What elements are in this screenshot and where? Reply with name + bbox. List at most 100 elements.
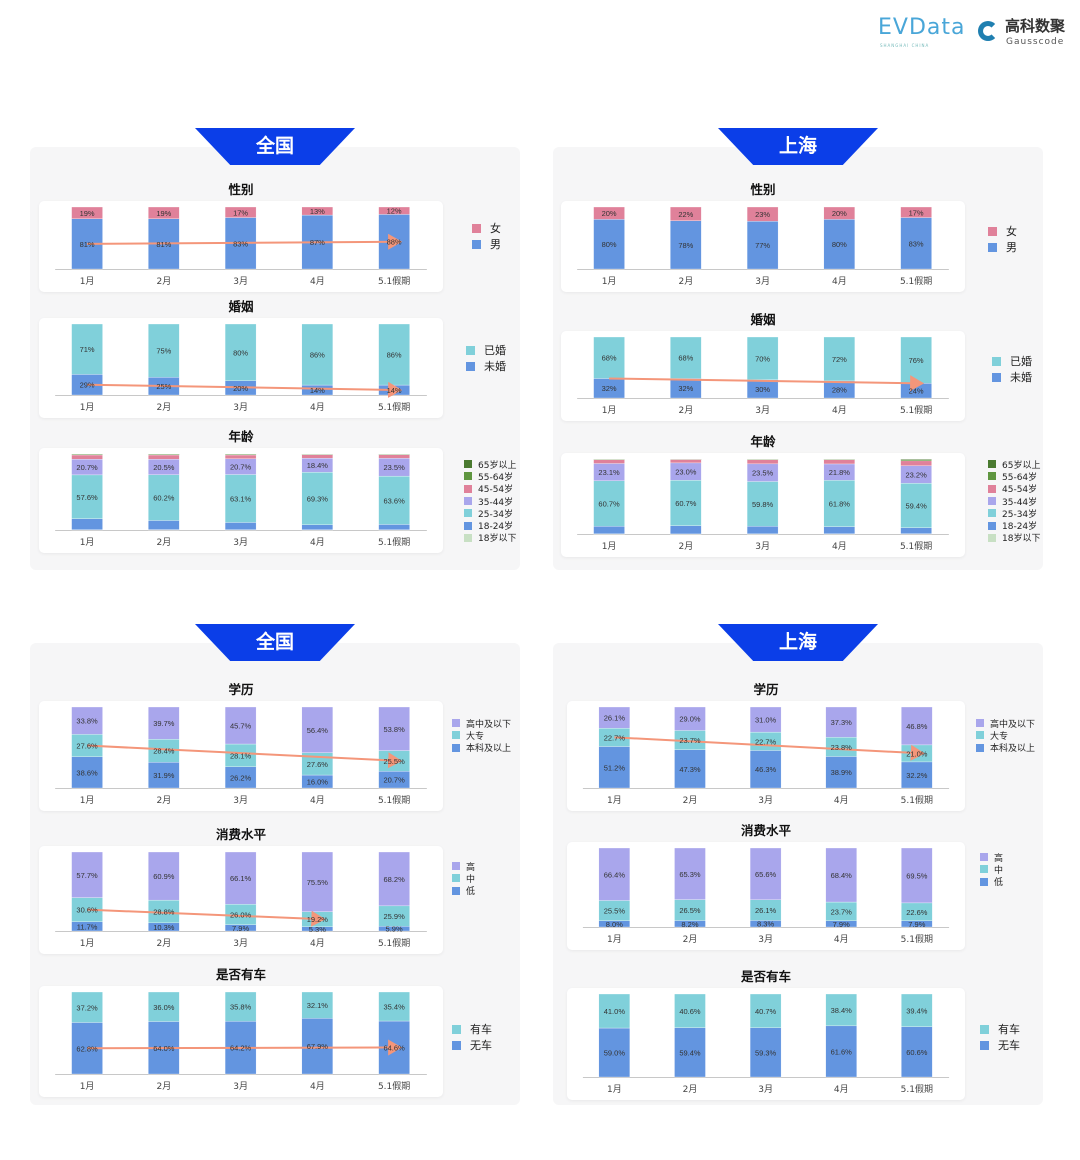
data-label: 68% <box>678 354 693 363</box>
chart-card-gender: 1月 2月 3月 4月 5.1假期 80% 20% 78% 22% 77% 23% 80% 20% 83%… <box>561 182 965 292</box>
x-tick-label: 2月 <box>683 1084 698 1095</box>
data-label: 60.7% <box>598 500 620 509</box>
x-tick-label: 1月 <box>80 537 95 548</box>
data-label: 60.2% <box>153 494 175 503</box>
x-tick-label: 3月 <box>233 537 248 548</box>
data-label: 38.6% <box>76 768 98 777</box>
data-label: 80% <box>602 240 617 249</box>
bar-segment <box>746 206 779 222</box>
x-tick-label: 1月 <box>607 1084 622 1095</box>
x-tick-label: 3月 <box>233 795 248 806</box>
data-label: 64.2% <box>230 1044 252 1053</box>
data-label: 21.8% <box>829 468 851 477</box>
bar-segment <box>224 991 257 1022</box>
legend-label: 未婚 <box>1010 371 1032 384</box>
bar-segment <box>378 706 410 751</box>
legend-label: 高中及以下 <box>466 719 512 730</box>
data-label: 30.6% <box>76 906 98 915</box>
x-tick-label: 3月 <box>755 541 770 552</box>
legend-label: 女 <box>490 222 501 235</box>
legend-label: 中 <box>466 874 476 885</box>
legend-item: 有车 <box>980 1021 1020 1037</box>
legend-swatch <box>464 533 472 542</box>
legend-swatch <box>988 509 996 518</box>
bar-segment <box>148 206 180 219</box>
data-label: 61.6% <box>831 1047 853 1056</box>
data-label: 53.8% <box>383 725 405 734</box>
x-tick-label: 4月 <box>832 541 847 552</box>
x-tick-label: 2月 <box>156 795 171 806</box>
data-label: 64.0% <box>153 1044 175 1053</box>
x-tick-label: 4月 <box>834 1084 849 1095</box>
bar-segment <box>900 459 932 462</box>
legend-item: 35-44岁 <box>464 495 516 508</box>
legend-swatch <box>988 472 996 481</box>
chart-svg: 1月 2月 3月 4月 5.1假期 8.0% 25.5% 66.4% 8.2% 26.5% 65.3… <box>582 847 950 945</box>
x-tick-label: 1月 <box>602 405 617 416</box>
data-label: 87% <box>310 238 325 247</box>
chart-legend: 有车 无车 <box>980 1021 1020 1053</box>
chart-title: 年龄 <box>750 434 776 449</box>
x-tick-label: 4月 <box>310 795 325 806</box>
chart-title: 年龄 <box>228 429 254 444</box>
data-label: 20% <box>602 209 617 218</box>
legend-label: 18岁以下 <box>1002 534 1041 545</box>
bar-segment <box>900 217 932 270</box>
legend-swatch <box>472 239 481 249</box>
legend-label: 大专 <box>990 731 1009 742</box>
bar-segment <box>674 706 706 731</box>
bar-segment <box>598 746 631 789</box>
data-label: 27.6% <box>76 742 98 751</box>
data-label: 78% <box>678 241 693 250</box>
x-tick-label: 3月 <box>233 938 248 949</box>
legend-item: 男 <box>472 236 501 252</box>
bar-segment <box>825 993 857 1027</box>
data-label: 23.8% <box>831 743 853 752</box>
bar-segment <box>593 459 625 464</box>
bar-segment <box>378 454 410 459</box>
bar-segment <box>823 219 856 270</box>
bar-segment <box>598 847 631 901</box>
data-label: 17% <box>233 208 248 217</box>
gausscode-logo-cn: 高科数聚 <box>1005 17 1066 35</box>
bar-segment <box>71 474 103 519</box>
legend-label: 55-64岁 <box>1002 472 1038 483</box>
x-tick-label: 3月 <box>758 795 773 806</box>
legend-swatch <box>976 731 984 740</box>
chart-card-gender: 1月 2月 3月 4月 5.1假期 81% 19% 81% 19% 83% 17% 87% 13% 88%… <box>39 182 443 292</box>
x-tick-label: 5.1假期 <box>900 276 932 287</box>
bar-segment <box>378 323 410 386</box>
legend-label: 25-34岁 <box>1002 509 1038 520</box>
chart-legend: 有车 无车 <box>452 1021 492 1053</box>
data-label: 8.2% <box>681 920 698 929</box>
chart-title: 消费水平 <box>740 823 791 838</box>
legend-label: 45-54岁 <box>1002 485 1038 496</box>
legend-item: 未婚 <box>466 358 506 374</box>
x-tick-label: 5.1假期 <box>901 1084 933 1095</box>
data-label: 66.4% <box>604 870 626 879</box>
x-tick-label: 3月 <box>758 1084 773 1095</box>
section-label: 全国 <box>255 135 294 157</box>
x-tick-label: 2月 <box>156 1081 171 1092</box>
bar-segment <box>71 454 103 460</box>
legend-item: 中 <box>980 863 1003 876</box>
x-tick-label: 1月 <box>607 795 622 806</box>
data-label: 20.5% <box>153 463 175 472</box>
chart-legend: 已婚 未婚 <box>992 353 1032 385</box>
x-tick-label: 4月 <box>310 276 325 287</box>
legend-item: 65岁以上 <box>464 458 516 471</box>
x-tick-label: 5.1假期 <box>378 795 410 806</box>
data-label: 11.7% <box>77 922 98 931</box>
bar-segment <box>148 454 180 460</box>
x-tick-label: 2月 <box>678 541 693 552</box>
legend-swatch <box>452 886 460 895</box>
x-tick-label: 3月 <box>755 276 770 287</box>
chart-svg: 1月 2月 3月 4月 5.1假期 11.7% 30.6% 57.7% 10.3% 28.8% 60… <box>55 851 427 949</box>
legend-swatch <box>472 223 481 233</box>
data-label: 60.6% <box>906 1048 928 1057</box>
legend-swatch <box>992 372 1001 382</box>
bar-segment <box>593 206 625 220</box>
x-tick-label: 3月 <box>755 405 770 416</box>
bar-segment <box>301 991 334 1019</box>
bar-segment <box>749 706 782 733</box>
